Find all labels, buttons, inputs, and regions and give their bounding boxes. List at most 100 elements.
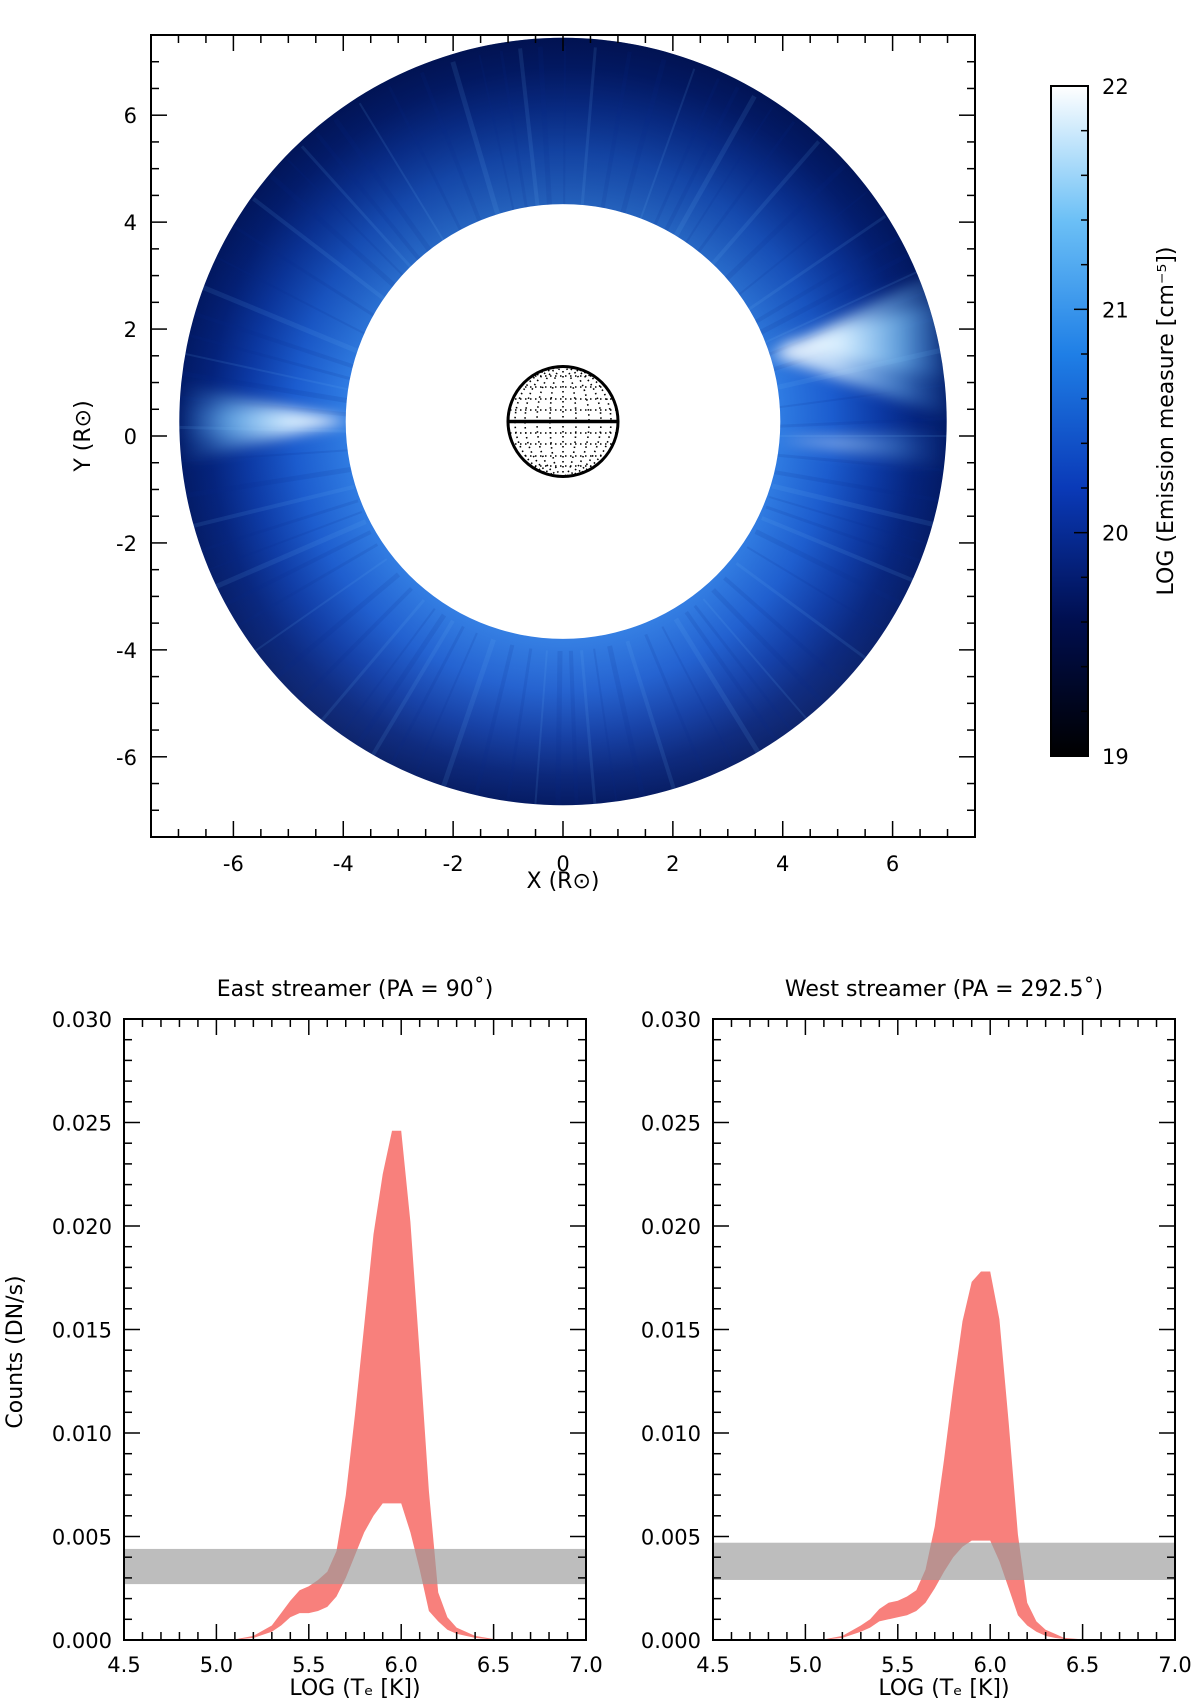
map-ytick-label: 6 xyxy=(124,104,137,128)
streamer-ray xyxy=(201,284,366,357)
streamer-ray xyxy=(361,619,455,773)
xtick-label: 5.5 xyxy=(881,1653,914,1677)
map-xtick-label: -6 xyxy=(223,852,244,876)
streamer-ray xyxy=(537,46,553,222)
ytick-label: 0.025 xyxy=(52,1112,112,1136)
streamer-ray xyxy=(677,106,774,256)
streamer-ray xyxy=(333,117,440,263)
counts-band xyxy=(216,1130,531,1640)
colorbar-tick-label: 19 xyxy=(1102,745,1129,769)
streamer-ray xyxy=(179,449,349,463)
streamer-ray xyxy=(716,163,846,289)
streamer-ray xyxy=(181,352,354,392)
ytick-label: 0.015 xyxy=(641,1319,701,1343)
streamer-ray xyxy=(262,572,401,689)
east-panel-xlabel: LOG (Tₑ [K]) xyxy=(289,1676,420,1701)
streamer-ray xyxy=(503,648,533,806)
streamer-ray xyxy=(518,48,542,223)
streamer-ray xyxy=(702,598,819,733)
streamer-ray xyxy=(179,370,352,404)
map-ytick-label: 4 xyxy=(124,211,137,235)
plot-area xyxy=(124,1130,586,1640)
streamer-ray xyxy=(580,650,599,806)
xtick-label: 4.5 xyxy=(107,1653,140,1677)
streamer-ray xyxy=(673,617,770,770)
streamer-ray xyxy=(183,484,355,531)
streamer-ray xyxy=(478,54,518,227)
streamer-ray xyxy=(450,61,505,231)
streamer-ray xyxy=(213,530,372,612)
streamer-ray xyxy=(405,632,478,794)
streamer-ray xyxy=(711,588,838,717)
streamer-ray xyxy=(625,640,682,806)
ytick-label: 0.020 xyxy=(641,1215,701,1239)
ytick-label: 0.005 xyxy=(52,1526,112,1550)
streamer-ray xyxy=(593,648,621,806)
streamer-ray xyxy=(568,650,580,806)
streamer-ray xyxy=(754,529,914,612)
streamer-ray xyxy=(345,613,447,763)
colorbar-gradient xyxy=(1050,85,1089,757)
streamer-ray xyxy=(225,543,379,635)
ytick-label: 0.030 xyxy=(52,1008,112,1032)
west-panel-xlabel: LOG (Tₑ [K]) xyxy=(878,1676,1009,1701)
map-xtick-label: -2 xyxy=(443,852,464,876)
ytick-label: 0.015 xyxy=(52,1319,112,1343)
map-ytick-label: -4 xyxy=(116,639,137,663)
map-xlabel: X (R⊙) xyxy=(527,869,600,894)
streamer-ray xyxy=(579,47,597,222)
streamer-ray xyxy=(647,77,720,240)
streamer-ray xyxy=(286,587,413,715)
streamer-ray xyxy=(197,510,363,575)
ytick-label: 0.010 xyxy=(52,1422,112,1446)
colorbar: 19 20 21 22 LOG (Emission measure [cm⁻⁵]) xyxy=(1050,75,1179,769)
sun-disk-icon xyxy=(506,365,620,478)
map-ticks: -6 -4 -2 0 2 4 6 -6 -4 -2 0 2 4 6 xyxy=(116,34,976,876)
streamer-ray xyxy=(723,576,858,696)
streamer-ray xyxy=(757,271,918,347)
colorbar-tick-label: 20 xyxy=(1102,522,1129,546)
streamer-ray xyxy=(434,638,496,806)
streamer-ray xyxy=(702,140,821,275)
xtick-label: 5.5 xyxy=(292,1653,325,1677)
map-xtick-label: -4 xyxy=(333,852,354,876)
streamer-ray xyxy=(666,95,757,250)
ytick-label: 0.010 xyxy=(641,1422,701,1446)
streamer-ray xyxy=(597,51,632,225)
streamer-ray xyxy=(300,145,421,278)
xtick-label: 5.0 xyxy=(789,1653,822,1677)
streamer-ray xyxy=(388,86,469,245)
xtick-label: 6.0 xyxy=(384,1653,417,1677)
plot-area xyxy=(713,1271,1175,1640)
streamer-ray xyxy=(735,562,879,669)
streamer-ray xyxy=(215,256,373,339)
ytick-label: 0.000 xyxy=(52,1629,112,1653)
streamer-ray xyxy=(179,467,352,500)
ytick-label: 0.030 xyxy=(641,1008,701,1032)
xtick-label: 5.0 xyxy=(200,1653,233,1677)
emission-measure-map: -6 -4 -2 0 2 4 6 -6 -4 -2 0 2 4 6 X (R⊙) Y (R⊙) 19 20 2… xyxy=(71,34,1179,894)
west-panel-title: West streamer (PA = 292.5˚) xyxy=(785,977,1103,1002)
map-ytick-label: -2 xyxy=(116,532,137,556)
streamer-ray xyxy=(684,611,789,757)
observed-counts-band xyxy=(713,1542,1175,1580)
map-ytick-label: 2 xyxy=(124,318,137,342)
streamer-ray xyxy=(563,45,566,222)
map-ytick-label: -6 xyxy=(116,746,137,770)
streamer-ray xyxy=(746,546,898,639)
streamer-ray xyxy=(204,519,367,594)
xtick-label: 7.0 xyxy=(1158,1653,1191,1677)
colorbar-ticks: 19 20 21 22 xyxy=(1074,75,1129,769)
streamer-ray xyxy=(661,626,745,783)
streamer-ray xyxy=(777,416,947,428)
xtick-label: 4.5 xyxy=(696,1653,729,1677)
streamer-ray xyxy=(607,645,650,806)
east-streamer xyxy=(179,384,350,462)
map-xtick-label: 0 xyxy=(556,852,569,876)
map-ylabel: Y (R⊙) xyxy=(71,400,96,472)
streamer-ray xyxy=(233,225,383,322)
east-streamer-panel: East streamer (PA = 90˚) LOG (Tₑ [K]) Co… xyxy=(3,977,603,1701)
streamer-ray xyxy=(380,625,465,783)
streamer-ray xyxy=(192,311,360,371)
streamer-ray xyxy=(469,644,515,806)
